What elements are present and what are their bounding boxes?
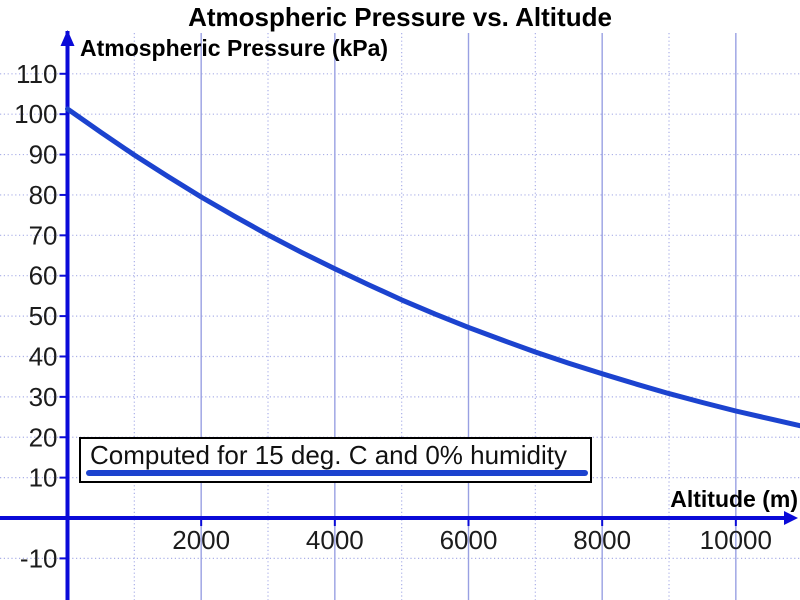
legend-label: Computed for 15 deg. C and 0% humidity	[90, 440, 567, 470]
y-tick-label: 10	[29, 463, 58, 493]
y-tick-label: 30	[29, 382, 58, 412]
chart-title: Atmospheric Pressure vs. Altitude	[188, 2, 612, 32]
y-tick-label: 80	[29, 180, 58, 210]
x-tick-label: 2000	[172, 525, 230, 555]
x-axis-title: Altitude (m)	[670, 486, 798, 512]
x-axis-arrow	[784, 511, 798, 526]
y-tick-label: 60	[29, 261, 58, 291]
y-axis-arrow	[60, 30, 75, 46]
y-tick-label: 70	[29, 220, 58, 250]
y-tick-label: 20	[29, 422, 58, 452]
y-tick-label: -10	[20, 543, 58, 573]
x-tick-label: 10000	[700, 525, 772, 555]
y-tick-label: 100	[14, 99, 57, 129]
legend-box: Computed for 15 deg. C and 0% humidity	[79, 437, 592, 483]
y-axis-title: Atmospheric Pressure (kPa)	[80, 35, 389, 61]
x-tick-label: 4000	[306, 525, 364, 555]
y-tick-label: 50	[29, 301, 58, 331]
y-tick-label: 110	[16, 59, 57, 89]
legend-line-sample	[86, 470, 588, 476]
pressure-curve	[65, 106, 800, 429]
x-tick-label: 6000	[440, 525, 498, 555]
y-tick-label: 90	[29, 140, 58, 170]
x-tick-label: 8000	[573, 525, 631, 555]
y-tick-label: 40	[29, 341, 58, 371]
